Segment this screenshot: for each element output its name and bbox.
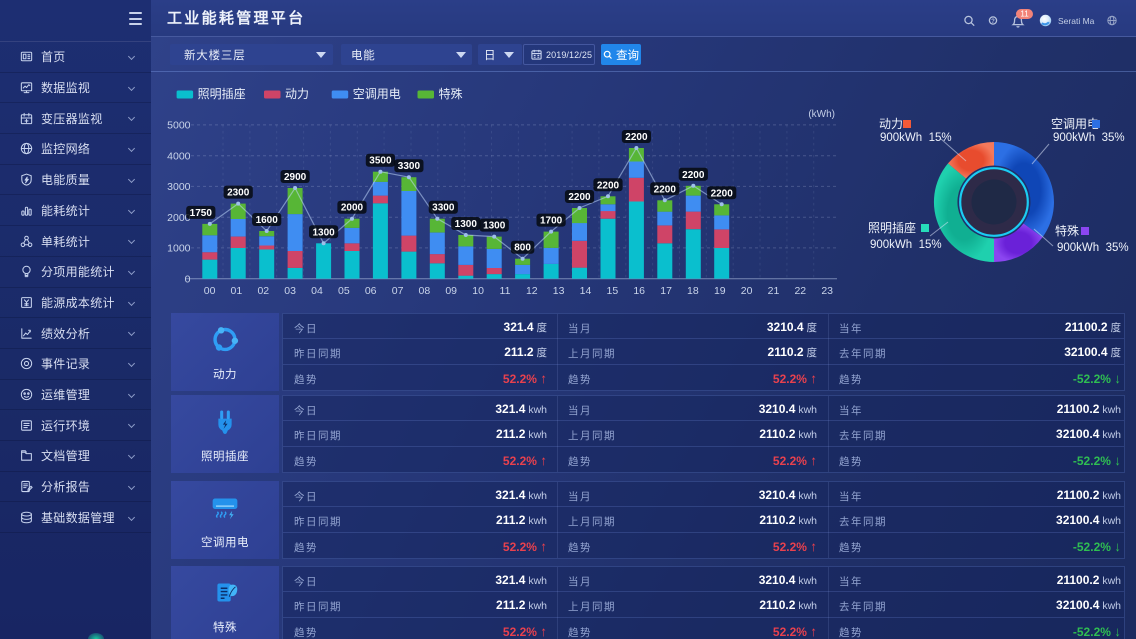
svg-text:800: 800 [514,243,531,254]
svg-text:2200: 2200 [597,180,620,191]
svg-text:特殊: 特殊 [1055,223,1079,238]
svg-text:22: 22 [794,285,806,297]
svg-text:3000: 3000 [167,181,191,193]
svg-text:14: 14 [580,285,592,297]
svg-text:1000: 1000 [167,243,191,255]
svg-text:16: 16 [633,285,645,297]
svg-text:1700: 1700 [540,216,563,227]
svg-text:900kWh 15%: 900kWh 15% [870,239,942,251]
svg-text:19: 19 [714,285,726,297]
svg-text:18: 18 [687,285,699,297]
svg-text:23: 23 [821,285,833,297]
svg-text:13: 13 [553,285,565,297]
svg-text:0: 0 [185,274,191,286]
svg-text:1600: 1600 [256,215,279,226]
svg-text:11: 11 [1020,10,1029,19]
svg-text:2900: 2900 [284,172,307,183]
svg-text:照明插座: 照明插座 [198,86,246,101]
svg-text:(kWh): (kWh) [808,109,835,120]
svg-text:动力: 动力 [285,87,309,101]
svg-text:09: 09 [445,285,457,297]
svg-text:10: 10 [472,285,484,297]
svg-text:2200: 2200 [654,184,677,195]
svg-text:900kWh 35%: 900kWh 35% [1057,242,1129,254]
svg-text:20: 20 [741,285,753,297]
svg-text:照明插座: 照明插座 [868,220,916,235]
svg-text:空调用电: 空调用电 [1051,117,1099,131]
svg-text:2200: 2200 [625,132,648,143]
svg-text:特殊: 特殊 [439,86,463,101]
svg-text:2000: 2000 [341,203,364,214]
svg-text:1300: 1300 [455,219,478,230]
svg-text:2200: 2200 [711,188,734,199]
svg-text:01: 01 [231,285,243,297]
svg-text:1750: 1750 [190,208,213,219]
svg-text:2300: 2300 [227,188,250,199]
svg-text:动力: 动力 [879,117,903,131]
svg-text:08: 08 [419,285,431,297]
svg-text:1300: 1300 [312,227,335,238]
svg-text:3500: 3500 [369,156,392,167]
svg-text:02: 02 [257,285,269,297]
svg-text:5000: 5000 [167,120,191,132]
svg-text:15: 15 [607,285,619,297]
svg-text:07: 07 [392,285,404,297]
svg-text:04: 04 [311,285,323,297]
svg-text:空调用电: 空调用电 [353,87,401,101]
svg-text:2200: 2200 [682,170,705,181]
svg-text:17: 17 [660,285,672,297]
svg-text:900kWh 35%: 900kWh 35% [1053,132,1125,144]
svg-text:3300: 3300 [432,203,455,214]
svg-text:900kWh 15%: 900kWh 15% [880,132,952,144]
svg-text:00: 00 [204,285,216,297]
svg-text:4000: 4000 [167,151,191,163]
svg-text:06: 06 [365,285,377,297]
svg-text:2200: 2200 [568,192,591,203]
svg-text:05: 05 [338,285,350,297]
svg-text:11: 11 [500,285,511,297]
svg-text:?: ? [991,19,995,25]
svg-text:3300: 3300 [398,161,421,172]
svg-text:2000: 2000 [167,212,191,224]
svg-text:12: 12 [526,285,538,297]
svg-text:21: 21 [768,285,780,297]
svg-text:03: 03 [284,285,296,297]
svg-text:1300: 1300 [483,221,506,232]
svg-text:Serati Ma: Serati Ma [1058,16,1095,26]
